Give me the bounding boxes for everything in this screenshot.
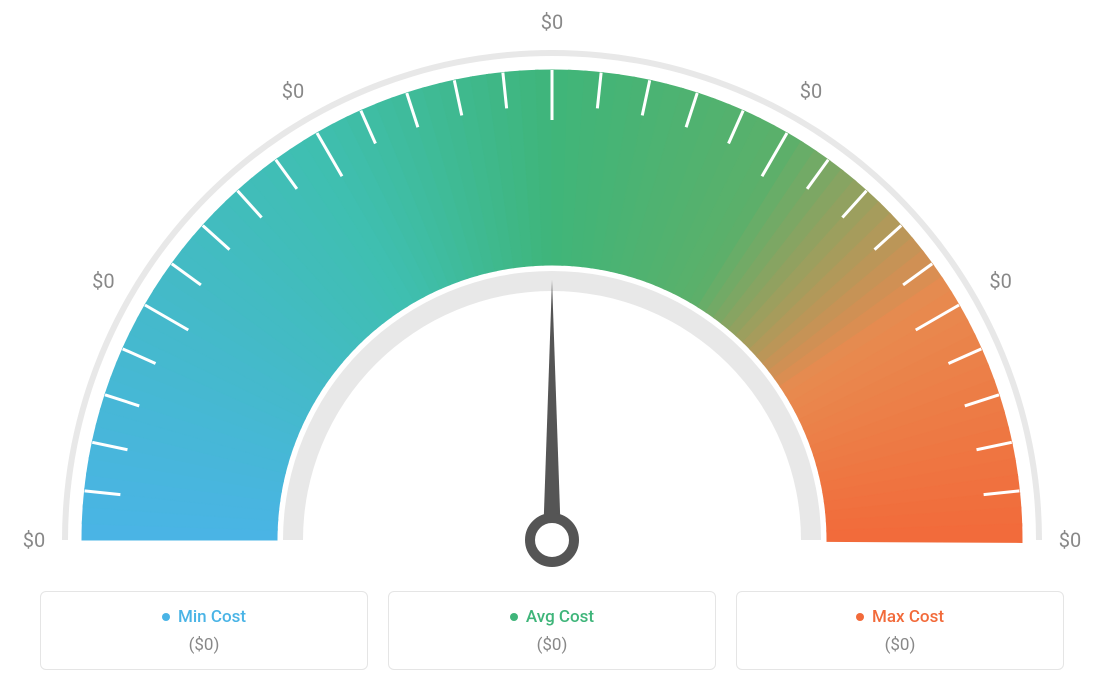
gauge-tick-label: $0 (541, 10, 563, 34)
legend-title-max: Max Cost (856, 607, 944, 627)
legend-title-avg: Avg Cost (510, 607, 594, 627)
gauge-tick-label: $0 (282, 79, 304, 103)
legend-dot-min (162, 613, 170, 621)
legend-title-min: Min Cost (162, 607, 246, 627)
gauge-chart-container: $0 $0 $0 $0 $0 $0 $0 Min Cost ($0) Avg Cost ($… (0, 0, 1104, 690)
gauge-tick-label: $0 (800, 79, 822, 103)
legend-card-avg: Avg Cost ($0) (388, 591, 716, 670)
gauge-tick-label: $0 (1059, 528, 1081, 552)
legend-label-max: Max Cost (872, 607, 944, 627)
legend-card-max: Max Cost ($0) (736, 591, 1064, 670)
legend-value-max: ($0) (747, 635, 1053, 655)
legend-value-min: ($0) (51, 635, 357, 655)
gauge-area: $0 $0 $0 $0 $0 $0 $0 (0, 0, 1104, 560)
legend-dot-avg (510, 613, 518, 621)
legend-dot-max (856, 613, 864, 621)
gauge-tick-label: $0 (92, 269, 114, 293)
legend-card-min: Min Cost ($0) (40, 591, 368, 670)
legend-label-min: Min Cost (178, 607, 246, 627)
gauge-tick-label: $0 (23, 528, 45, 552)
legend-label-avg: Avg Cost (526, 607, 594, 627)
gauge-tick-label: $0 (989, 269, 1011, 293)
legend-value-avg: ($0) (399, 635, 705, 655)
gauge-svg (22, 20, 1082, 580)
legend-row: Min Cost ($0) Avg Cost ($0) Max Cost ($0… (40, 591, 1064, 670)
